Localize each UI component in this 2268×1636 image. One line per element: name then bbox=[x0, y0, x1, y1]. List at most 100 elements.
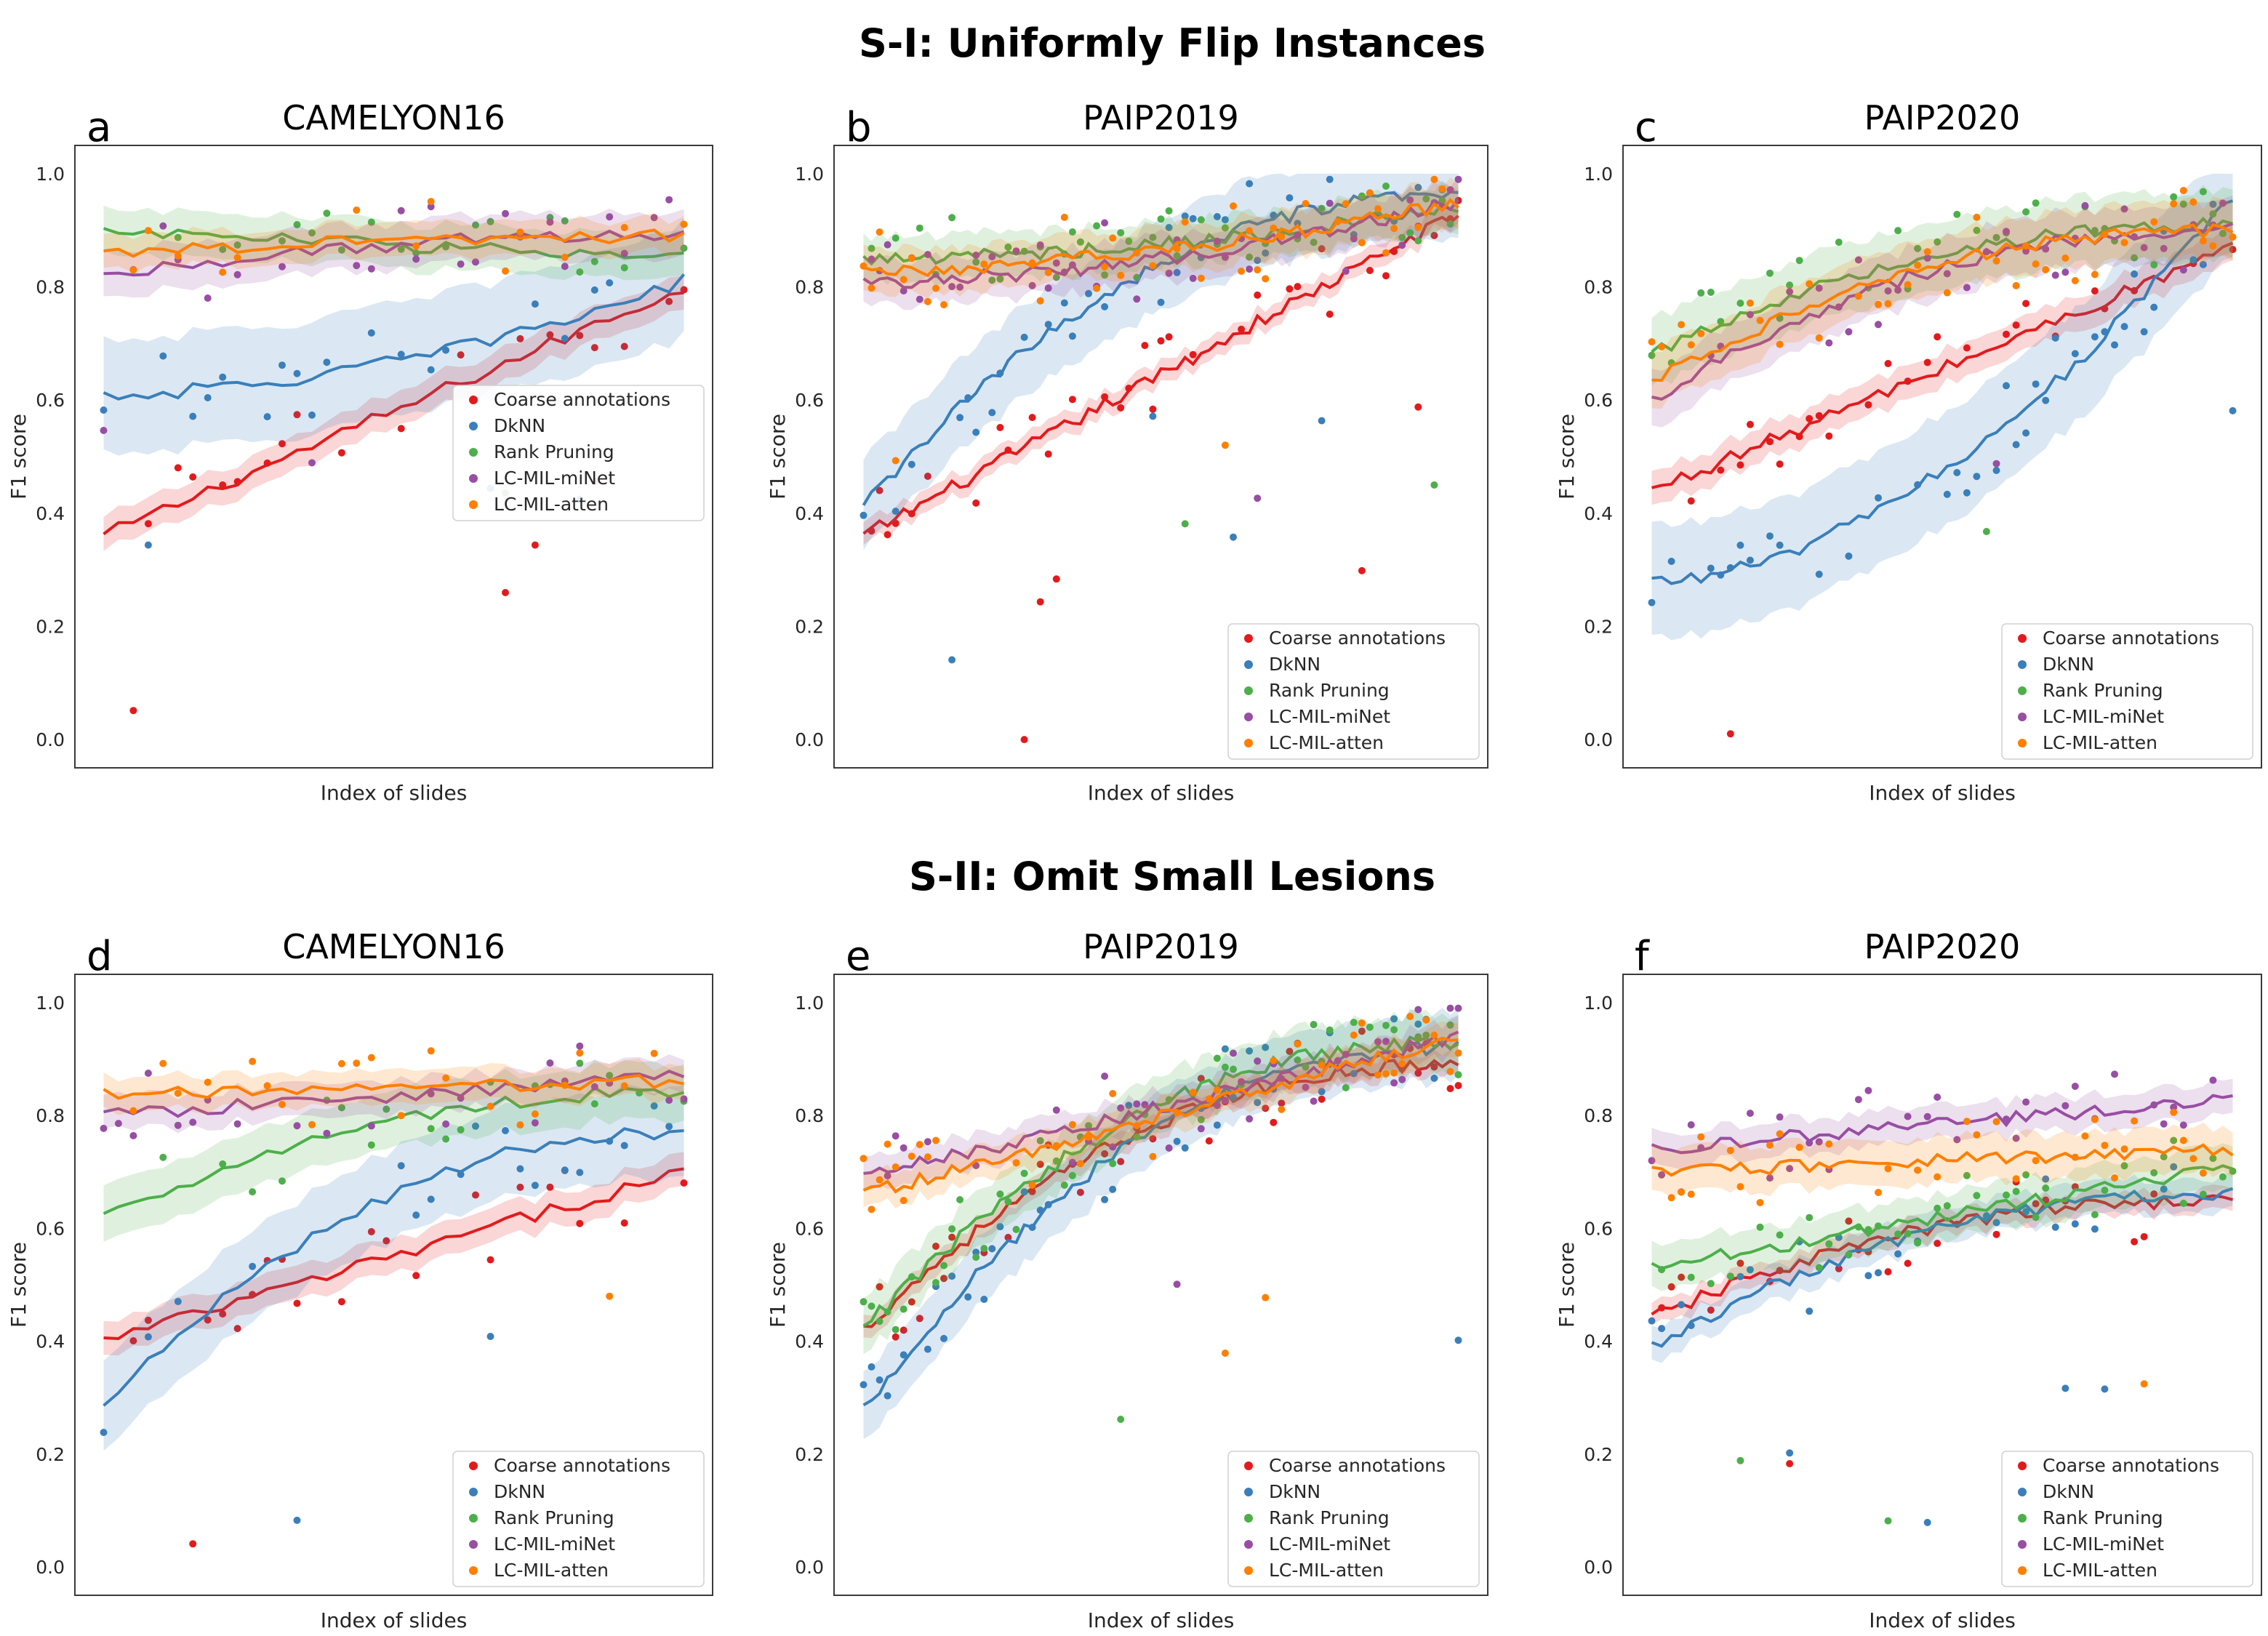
data-point bbox=[606, 213, 614, 221]
data-point bbox=[1736, 541, 1744, 549]
data-point bbox=[114, 1120, 122, 1128]
data-point bbox=[293, 1299, 301, 1307]
data-point bbox=[1406, 229, 1414, 237]
y-tick-label: 0.8 bbox=[36, 277, 65, 298]
data-point bbox=[650, 1102, 658, 1110]
data-point bbox=[1197, 1075, 1205, 1083]
data-point bbox=[2022, 247, 2030, 255]
data-point bbox=[1157, 298, 1165, 306]
confidence-band bbox=[1651, 1122, 2233, 1198]
data-point bbox=[1149, 262, 1157, 270]
data-point bbox=[859, 262, 867, 270]
legend-marker bbox=[469, 1461, 478, 1470]
data-point bbox=[1806, 414, 1814, 422]
data-point bbox=[1254, 291, 1262, 299]
panel-title: PAIP2020 bbox=[1864, 927, 2021, 966]
data-point bbox=[1173, 1280, 1181, 1288]
data-point bbox=[606, 1292, 614, 1300]
data-point bbox=[531, 1119, 539, 1127]
data-point bbox=[1934, 1173, 1942, 1181]
data-point bbox=[1020, 736, 1028, 744]
x-axis-label: Index of slides bbox=[1869, 1608, 2016, 1632]
data-point bbox=[1454, 1049, 1462, 1057]
data-point bbox=[249, 1262, 257, 1270]
data-point bbox=[923, 297, 931, 305]
data-point bbox=[1736, 1259, 1744, 1267]
legend-marker bbox=[1244, 634, 1253, 643]
data-point bbox=[1707, 564, 1715, 572]
data-point bbox=[1310, 1097, 1318, 1105]
data-point bbox=[1963, 1118, 1971, 1126]
data-point bbox=[1133, 1122, 1141, 1129]
data-point bbox=[2150, 303, 2158, 311]
data-point bbox=[1736, 1183, 1744, 1191]
data-point bbox=[576, 1042, 584, 1050]
data-point bbox=[2131, 233, 2139, 241]
x-axis-label: Index of slides bbox=[1088, 1608, 1235, 1632]
data-point bbox=[1894, 1230, 1902, 1238]
data-point bbox=[1963, 1171, 1971, 1179]
plot-area bbox=[100, 1042, 688, 1548]
data-point bbox=[2219, 1173, 2227, 1181]
legend-label: Rank Pruning bbox=[494, 441, 614, 462]
data-point bbox=[2140, 1380, 2148, 1388]
data-point bbox=[2229, 1167, 2237, 1175]
data-point bbox=[1270, 1118, 1278, 1126]
data-point bbox=[1221, 1096, 1229, 1104]
data-point bbox=[427, 1125, 435, 1133]
data-point bbox=[1109, 234, 1117, 242]
data-point bbox=[1326, 175, 1334, 183]
data-point bbox=[2101, 328, 2109, 336]
data-point bbox=[427, 1090, 435, 1098]
data-point bbox=[1157, 337, 1165, 345]
trend-line bbox=[103, 1074, 684, 1100]
data-point bbox=[546, 1183, 554, 1191]
data-point bbox=[1358, 566, 1366, 574]
data-point bbox=[1012, 1159, 1020, 1167]
data-point bbox=[1864, 1272, 1872, 1280]
data-point bbox=[2012, 321, 2020, 329]
data-point bbox=[590, 1083, 598, 1091]
data-point bbox=[2091, 1115, 2099, 1123]
y-tick-label: 0.4 bbox=[1584, 1331, 1613, 1352]
trend-line bbox=[1651, 1143, 2234, 1177]
data-point bbox=[233, 254, 241, 262]
data-point bbox=[293, 221, 301, 228]
data-point bbox=[1310, 1021, 1318, 1029]
data-point bbox=[2160, 1120, 2168, 1128]
legend-marker bbox=[469, 500, 478, 509]
data-point bbox=[899, 1144, 907, 1152]
data-point bbox=[144, 1333, 152, 1341]
data-point bbox=[263, 413, 271, 421]
data-point bbox=[1438, 185, 1446, 193]
data-point bbox=[2131, 254, 2139, 262]
data-point bbox=[1806, 1214, 1814, 1222]
data-point bbox=[867, 1206, 875, 1214]
data-point bbox=[502, 1127, 509, 1134]
data-point bbox=[397, 245, 405, 253]
data-point bbox=[1342, 1051, 1350, 1059]
data-point bbox=[2140, 244, 2148, 252]
data-point bbox=[1815, 334, 1823, 342]
data-point bbox=[1648, 1157, 1656, 1165]
data-point bbox=[1904, 281, 1912, 289]
data-point bbox=[2150, 218, 2158, 226]
data-point bbox=[1398, 1059, 1406, 1067]
data-point bbox=[2081, 201, 2089, 209]
data-point bbox=[1736, 461, 1744, 469]
data-point bbox=[2209, 1155, 2217, 1163]
data-point bbox=[867, 1302, 875, 1310]
data-point bbox=[1181, 1144, 1189, 1152]
data-point bbox=[1963, 284, 1971, 292]
data-point bbox=[1776, 541, 1784, 549]
data-point bbox=[2170, 1136, 2178, 1144]
legend-marker bbox=[2018, 1540, 2027, 1549]
data-point bbox=[1052, 1106, 1060, 1114]
data-point bbox=[1904, 1259, 1912, 1267]
data-point bbox=[1953, 210, 1961, 218]
data-point bbox=[980, 1245, 988, 1252]
data-point bbox=[1125, 385, 1133, 392]
data-point bbox=[2179, 1136, 2187, 1144]
data-point bbox=[1028, 1181, 1036, 1189]
data-point bbox=[1446, 1004, 1454, 1012]
